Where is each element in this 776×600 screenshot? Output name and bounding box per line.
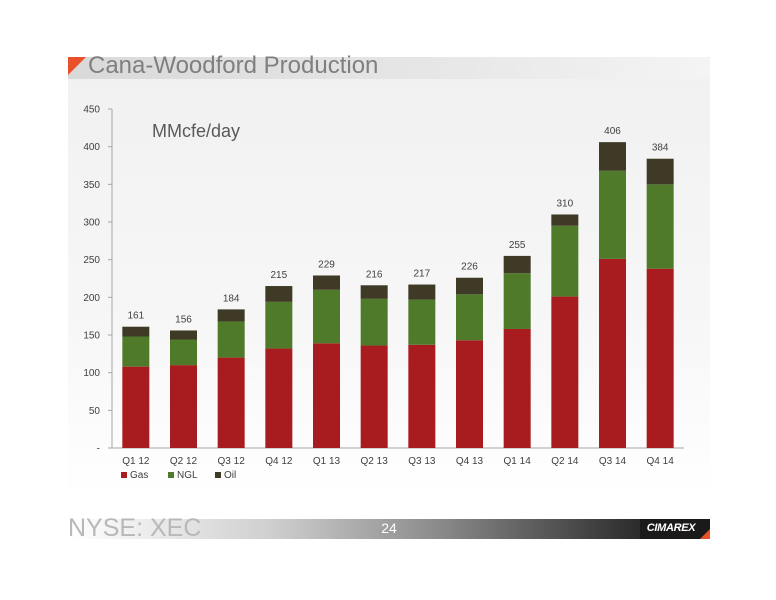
bar-segment-gas: [170, 365, 197, 448]
legend-swatch-oil: [215, 472, 221, 478]
total-data-label: 310: [556, 198, 573, 209]
bar-segment-oil: [170, 330, 197, 340]
bar-segment-oil: [599, 142, 626, 171]
title-band: [68, 57, 710, 79]
y-tick-label: 50: [89, 406, 101, 417]
x-tick-label: Q3 13: [408, 456, 436, 467]
bar-segment-ngl: [360, 298, 388, 346]
bar-segment-ngl: [122, 336, 150, 367]
y-tick-label: 250: [83, 255, 100, 266]
bar-segment-gas: [551, 296, 579, 448]
x-tick-label: Q3 12: [218, 456, 246, 467]
logo-text: CIMAREX: [646, 522, 696, 534]
total-data-label: 156: [175, 314, 192, 325]
x-tick-label: Q3 14: [599, 456, 627, 467]
bar-segment-oil: [313, 275, 340, 290]
legend-label-oil: Oil: [224, 470, 236, 481]
x-tick-label: Q4 12: [265, 456, 293, 467]
bar-segment-oil: [217, 309, 245, 322]
total-data-label: 255: [509, 240, 526, 251]
bar-segment-ngl: [408, 299, 436, 345]
bar-segment-gas: [456, 340, 483, 448]
x-tick-label: Q1 13: [313, 456, 341, 467]
y-tick-label: -: [97, 444, 100, 455]
chart-axes: - 50 100 150 200 250 300 350 400 450: [83, 105, 684, 455]
y-tick-label: 100: [83, 368, 100, 379]
bar-segment-oil: [551, 214, 579, 226]
bar-segment-ngl: [265, 301, 293, 349]
chart-bars: [122, 142, 674, 448]
total-data-label: 384: [652, 143, 669, 154]
x-tick-label: Q1 14: [504, 456, 532, 467]
company-logo: CIMAREX: [640, 519, 710, 539]
bar-segment-gas: [503, 328, 531, 448]
logo-accent-triangle: [700, 529, 710, 539]
bar-segment-gas: [360, 345, 388, 448]
bar-segment-gas: [217, 357, 245, 448]
bar-segment-ngl: [170, 339, 197, 366]
x-tick-label: Q2 14: [551, 456, 579, 467]
slide-title: Cana-Woodford Production: [88, 52, 379, 79]
page-number: 24: [381, 520, 397, 536]
legend-label-ngl: NGL: [177, 470, 198, 481]
bar-segment-oil: [265, 286, 293, 302]
bar-segment-oil: [122, 326, 150, 337]
bar-segment-oil: [646, 158, 674, 185]
x-tick-label: Q1 12: [122, 456, 150, 467]
bar-segment-gas: [122, 366, 150, 448]
footer-ticker: NYSE: XEC: [68, 514, 202, 542]
bar-segment-oil: [408, 284, 436, 300]
bar-segment-oil: [360, 285, 388, 299]
legend-label-gas: Gas: [130, 470, 148, 481]
total-data-label: 216: [366, 269, 383, 280]
bar-segment-gas: [599, 258, 626, 448]
y-tick-label: 450: [83, 105, 100, 116]
y-tick-label: 350: [83, 180, 100, 191]
bar-segment-oil: [503, 255, 531, 274]
bar-segment-gas: [646, 268, 674, 448]
total-data-label: 217: [413, 269, 430, 280]
y-tick-label: 150: [83, 331, 100, 342]
chart-legend: Gas NGL Oil: [121, 470, 236, 481]
bar-segment-gas: [265, 348, 293, 448]
bar-segment-ngl: [599, 170, 626, 259]
bar-segment-ngl: [503, 273, 531, 329]
total-data-label: 184: [223, 293, 240, 304]
x-tick-label: Q4 13: [456, 456, 484, 467]
total-data-label: 161: [127, 311, 144, 322]
footer-bar: [68, 519, 640, 539]
y-tick-label: 400: [83, 142, 100, 153]
bar-segment-gas: [408, 344, 436, 448]
legend-swatch-gas: [121, 472, 127, 478]
total-data-label: 215: [270, 270, 287, 281]
total-data-label: 229: [318, 259, 335, 270]
legend-swatch-ngl: [168, 472, 174, 478]
unit-label: MMcfe/day: [152, 121, 241, 141]
bar-segment-ngl: [551, 225, 579, 297]
title-accent-triangle: [68, 57, 86, 75]
bar-segment-gas: [313, 343, 340, 448]
total-data-label: 226: [461, 262, 478, 273]
bar-segment-ngl: [646, 184, 674, 269]
x-tick-label: Q4 14: [647, 456, 675, 467]
chart-labels: 161 Q1 12 156 Q2 12 184 Q3 12 215 Q4 12 229 Q1 13…: [122, 126, 674, 467]
bar-segment-ngl: [217, 321, 245, 358]
bar-segment-ngl: [313, 289, 340, 344]
bar-segment-ngl: [456, 294, 483, 341]
x-tick-label: Q2 13: [361, 456, 389, 467]
total-data-label: 406: [604, 126, 621, 137]
x-tick-label: Q2 12: [170, 456, 198, 467]
bar-segment-oil: [456, 277, 483, 295]
y-tick-label: 200: [83, 293, 100, 304]
y-tick-label: 300: [83, 218, 100, 229]
